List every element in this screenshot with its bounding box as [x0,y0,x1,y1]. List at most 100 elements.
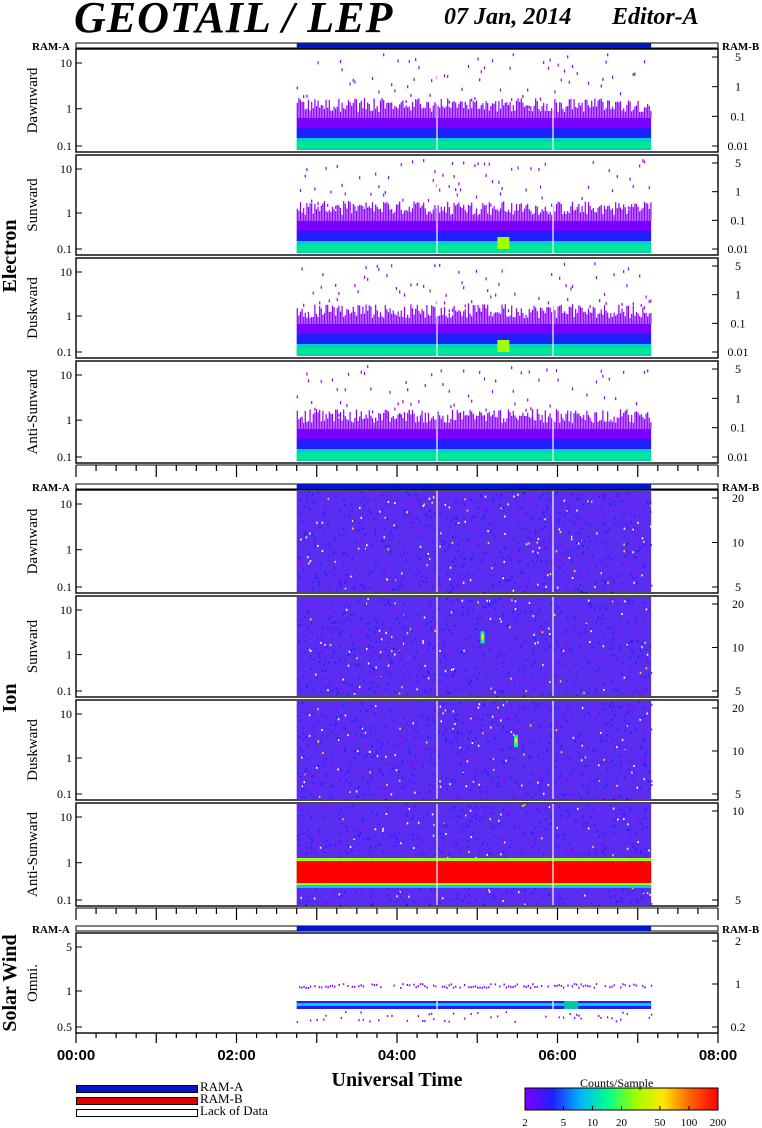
panel-omni-: Omni. 5 1 0.5 2 1 0.2 [25,932,746,1034]
panel-label: Dawnward [25,67,41,133]
left-tick-label: 1 [66,413,72,427]
colorbar-tick-label: 50 [654,1117,666,1128]
panel-anti-sunward: Anti-Sunward 10 1 0.1 5 1 0.1 0.01 [25,360,749,464]
group-electron: RAM-A RAM-B Electron Dawnward 10 1 0.1 5 1 0.1 0.0… [0,41,760,477]
left-tick-label: 0.1 [57,580,72,594]
time-axis-strip [75,464,719,477]
right-tick-label: 20 [732,491,744,505]
left-tick-label: 1 [66,648,72,662]
colorbar-tick-label: 100 [681,1117,698,1128]
panel-frame [75,489,719,594]
plot-date: 07 Jan, 2014 [444,4,572,30]
group-ion: RAM-A RAM-B Ion Dawnward 10 1 0.1 20 10 5 Sunward 1… [0,482,760,920]
left-tick-label: 0.1 [57,345,72,359]
electron-blue-band [296,128,652,138]
left-tick-label: 0.5 [57,1020,72,1034]
group-label: Ion [0,684,21,713]
right-tick-label: 0.1 [731,316,746,330]
right-tick-label: 5 [735,156,741,170]
panel-label: Duskward [25,719,41,781]
right-tick-label: 20 [732,701,744,715]
legend-ram-b-swatch [76,1097,198,1105]
left-tick-label: 10 [60,265,72,279]
plot-title: GEOTAIL / LEP [74,0,394,42]
ion-background [296,804,652,905]
right-tick-label: 10 [732,536,744,550]
electron-purple-band [296,324,652,334]
panel-frame [75,699,719,801]
panel-sunward: Sunward 10 1 0.1 5 1 0.1 0.01 [25,154,749,256]
left-tick-label: 1 [66,543,72,557]
ram-bar-fill [296,926,652,931]
right-tick-label: 0.01 [728,450,749,464]
right-tick-label: 5 [735,580,741,594]
panel-dawnward: Dawnward 10 1 0.1 5 1 0.1 0.01 [25,48,749,153]
panel-background [76,933,718,1033]
ram-legend: RAM-A RAM-B Lack of Data [76,1079,306,1122]
left-tick-label: 1 [66,856,72,870]
panel-frame [75,802,719,907]
ram-left-label: RAM-A [32,924,70,936]
legend-lack-of-data-label: Lack of Data [200,1103,268,1118]
time-tick-label: 02:00 [217,1047,255,1064]
left-tick-label: 10 [60,707,72,721]
x-axis-title: Universal Time [332,1069,463,1091]
panel-label: Anti-Sunward [25,369,41,454]
right-tick-label: 1 [735,185,741,199]
panel-label: Omni. [25,964,41,1002]
panel-frame [75,154,719,256]
ion-background [296,701,652,799]
right-tick-label: 2 [735,934,741,948]
time-tick-label: 04:00 [378,1047,416,1064]
left-tick-label: 10 [60,162,72,176]
left-tick-label: 1 [66,102,72,116]
left-tick-label: 0.1 [57,139,72,153]
left-tick-label: 0.1 [57,242,72,256]
panel-duskward: Duskward 10 1 0.1 20 10 5 [25,699,744,801]
electron-green-band [296,453,652,459]
ion-hot-spot-core [481,634,484,640]
electron-hot-spot [497,237,510,249]
ion-hot-spot-core [515,738,517,743]
right-tick-label: 0.1 [731,421,746,435]
panel-label: Anti-Sunward [25,812,41,897]
solar-hot-spot [564,1001,579,1009]
right-tick-label: 0.01 [728,345,749,359]
electron-blue-band [296,334,652,344]
panel-duskward: Duskward 10 1 0.1 5 1 0.1 0.01 [25,257,749,359]
ram-left-label: RAM-A [32,482,70,494]
left-tick-label: 10 [60,368,72,382]
panel-anti-sunward: Anti-Sunward 10 1 0.1 10 5 [25,802,744,907]
left-tick-label: 0.1 [57,684,72,698]
right-tick-label: 10 [732,744,744,758]
right-tick-label: 0.1 [731,213,746,227]
left-tick-label: 0.1 [57,787,72,801]
plot-editor: Editor-A [612,4,699,30]
right-tick-label: 10 [732,641,744,655]
left-tick-label: 1 [66,751,72,765]
electron-purple-band [296,221,652,231]
left-tick-label: 0.1 [57,893,72,907]
panel-frame [75,360,719,464]
group-label: Electron [0,220,21,293]
left-tick-label: 0.1 [57,450,72,464]
colorbar-tick-label: 200 [710,1117,727,1128]
panel-label: Sunward [25,178,41,232]
left-tick-label: 10 [60,56,72,70]
right-tick-label: 0.1 [731,109,746,123]
legend-ram-b-label: RAM-B [200,1091,243,1106]
right-tick-label: 0.01 [728,242,749,256]
legend-ram-a-swatch [76,1085,198,1093]
left-tick-label: 1 [66,309,72,323]
ram-bar-fill [296,43,652,48]
right-tick-label: 20 [732,597,744,611]
colorbar-tick-label: 10 [587,1117,599,1128]
ion-background [296,597,652,696]
right-tick-label: 1 [735,80,741,94]
panel-label: Dawnward [25,508,41,574]
left-tick-label: 5 [66,940,72,954]
time-tick-label: 00:00 [57,1047,95,1064]
right-tick-label: 5 [735,893,741,907]
right-tick-label: 1 [735,977,741,991]
electron-hot-spot [497,340,510,352]
